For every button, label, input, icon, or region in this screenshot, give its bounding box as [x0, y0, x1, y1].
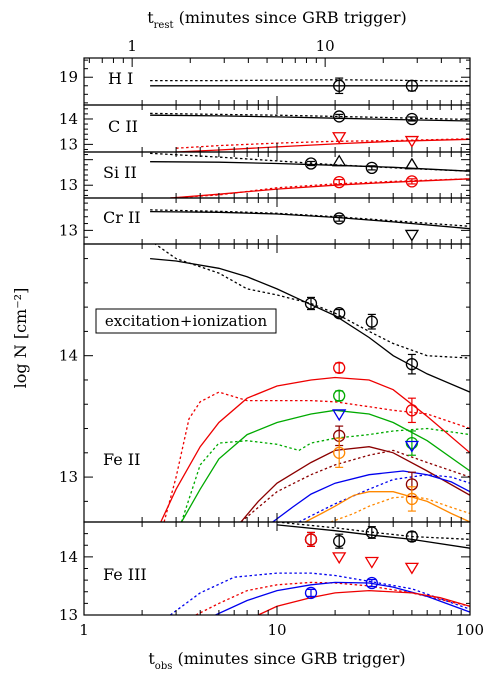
data-point-circle [333, 535, 346, 548]
x-tick-label: 100 [455, 621, 484, 639]
series-line-crii-0 [150, 210, 470, 230]
panel-crii-plot [150, 209, 470, 242]
top-x-tick-label: 10 [316, 37, 335, 55]
data-point-circle [365, 315, 378, 328]
series-line-feii-1 [154, 244, 470, 359]
y-tick-label: 14 [59, 110, 78, 128]
panel-feii-plot [150, 244, 470, 522]
series-line-feii-4 [180, 409, 470, 522]
data-point-upper-limit [332, 409, 347, 422]
data-point-circle [333, 212, 346, 225]
y-tick-label: 19 [59, 68, 78, 86]
x-tick-label: 1 [79, 621, 89, 639]
data-point-circle [333, 307, 346, 320]
data-point-circle [304, 586, 318, 600]
y-axis-title: log N [cm⁻²] [11, 288, 30, 389]
panel-hi-plot [150, 77, 470, 95]
data-point-circle [333, 176, 346, 189]
panel-label-siii: Si II [103, 163, 137, 182]
y-tick-label: 14 [59, 347, 78, 365]
data-point-circle [333, 389, 346, 402]
data-point-upper-limit [404, 562, 420, 575]
y-tick-label: 13 [59, 468, 78, 486]
data-point-circle [365, 161, 378, 174]
data-point-circle [365, 526, 378, 539]
data-point-upper-limit [332, 132, 347, 145]
panel-feiii-plot [169, 522, 470, 615]
series-line-feii-5 [180, 427, 470, 522]
series-line-feiii-4 [215, 581, 470, 615]
data-point-circle [304, 157, 318, 170]
data-point-upper-limit [404, 440, 420, 453]
series-line-feii-10 [304, 491, 470, 522]
series-line-siii-3 [170, 178, 470, 198]
panel-cii-plot [150, 110, 470, 152]
series-line-feiii-2 [169, 572, 470, 615]
series-line-feii-2 [160, 376, 470, 522]
series-line-hi-1 [150, 79, 470, 83]
data-point-circle [365, 576, 378, 590]
x-tick-label: 10 [267, 621, 286, 639]
data-point-upper-limit [404, 135, 420, 148]
panels-layer: 19 H I 13 14 C II 13 Si II 13 Cr II 13 14 Fe II 13 14… [59, 37, 484, 639]
data-point-upper-limit [332, 552, 347, 565]
data-point-circle [333, 110, 346, 123]
top-axis-title-sub: rest [154, 20, 174, 31]
top-axis-title: trest (minutes since GRB trigger) [147, 8, 407, 31]
data-point-circle [304, 533, 318, 546]
y-tick-label: 13 [59, 606, 78, 624]
series-line-feii-7 [240, 449, 470, 522]
top-axis-title-rest: (minutes since GRB trigger) [174, 8, 407, 27]
y-tick-label: 13 [59, 221, 78, 239]
data-point-circle [333, 79, 346, 92]
series-line-feiii-3 [195, 581, 470, 615]
series-line-feii-9 [298, 474, 470, 522]
panel-label-hi: H I [108, 69, 133, 88]
data-point-circle [405, 112, 419, 126]
series-line-crii-1 [150, 209, 470, 227]
series-line-feii-3 [163, 391, 470, 522]
y-tick-label: 13 [59, 135, 78, 153]
series-line-feii-8 [272, 470, 470, 522]
annotation-text: excitation+ionization [105, 312, 268, 330]
data-point-circle [405, 358, 419, 371]
data-point-lower-limit [332, 154, 347, 167]
x-axis-title: tobs (minutes since GRB trigger) [148, 649, 405, 672]
series-line-feiii-1 [276, 522, 470, 541]
panel-siii-plot [150, 152, 470, 198]
top-x-tick-label: 1 [127, 37, 137, 55]
x-axis-title-main: t [148, 649, 155, 668]
data-point-circle [333, 446, 346, 459]
panel-label-crii: Cr II [103, 208, 141, 227]
data-point-circle [405, 175, 419, 188]
y-tick-label: 13 [59, 176, 78, 194]
series-line-cii-1 [150, 112, 470, 121]
annotation-box: excitation+ionization [95, 308, 277, 334]
annotation-frame [95, 308, 277, 334]
x-axis-title-sub: obs [155, 661, 173, 672]
panel-label-feii: Fe II [103, 450, 140, 469]
series-line-cii-2 [176, 138, 470, 152]
data-point-lower-limit [404, 157, 420, 170]
data-point-circle [333, 361, 346, 374]
series-line-feii-6 [240, 446, 470, 522]
series-line-feiii-0 [276, 524, 470, 549]
data-point-upper-limit [364, 556, 379, 569]
data-point-circle [405, 530, 419, 543]
y-tick-label: 14 [59, 548, 78, 566]
data-point-upper-limit [404, 229, 420, 242]
data-point-circle [405, 404, 419, 417]
data-point-circle [304, 297, 318, 310]
panel-label-feiii: Fe III [103, 565, 147, 584]
data-point-circle [405, 79, 419, 92]
series-line-feiii-5 [258, 589, 470, 615]
top-axis-title-main: t [147, 8, 154, 27]
series-line-feii-11 [330, 495, 470, 522]
panel-label-cii: C II [108, 117, 138, 136]
x-axis-title-rest: (minutes since GRB trigger) [172, 649, 405, 668]
data-point-circle [405, 492, 419, 506]
series-line-cii-3 [176, 138, 470, 149]
